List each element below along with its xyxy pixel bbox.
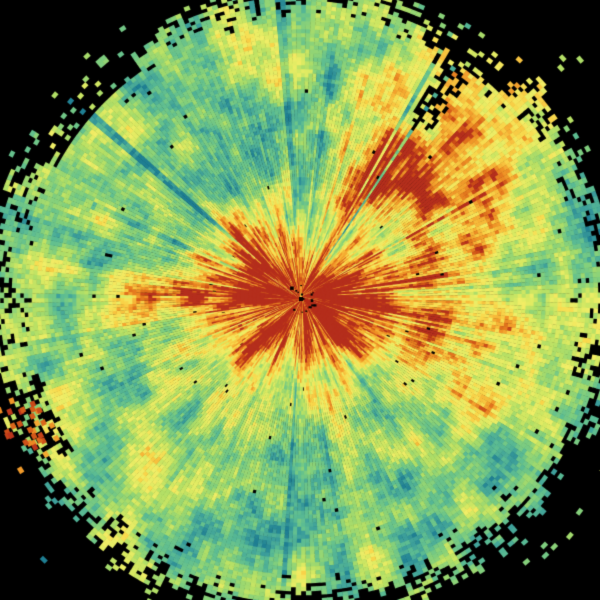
radar-ppi-canvas — [0, 0, 600, 600]
radar-display — [0, 0, 600, 600]
